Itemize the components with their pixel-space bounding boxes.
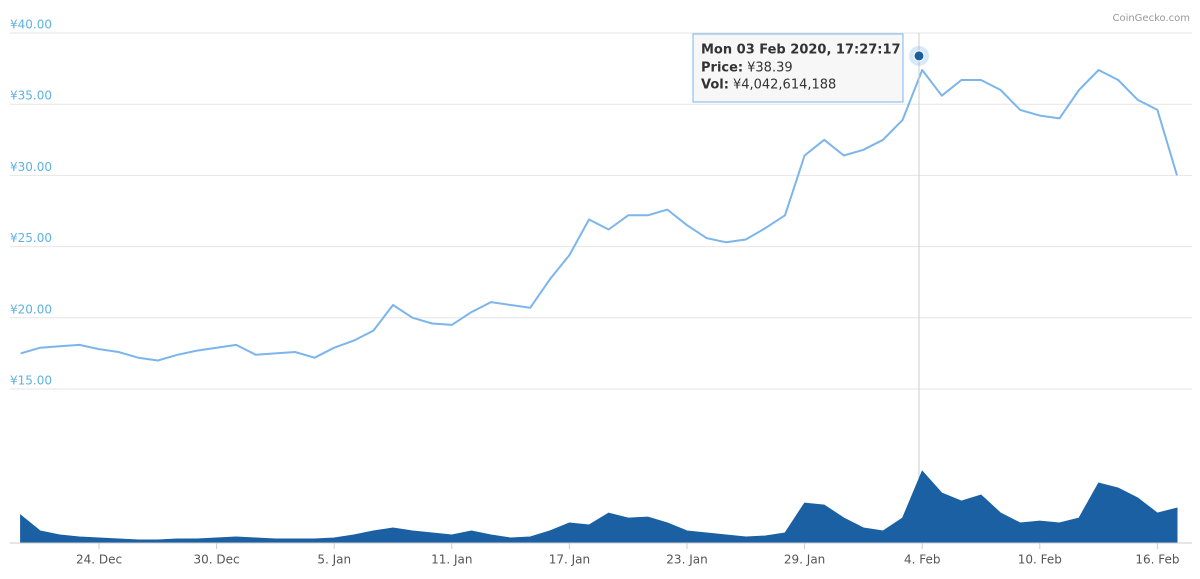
tooltip-key: Price: (701, 61, 743, 76)
tooltip-box (692, 33, 904, 103)
x-tick-label: 29. Jan (784, 553, 825, 567)
y-tick-label: ¥30.00 (10, 160, 52, 174)
x-tick-label: 30. Dec (194, 553, 240, 567)
volume-area (20, 470, 1178, 544)
y-tick-label: ¥25.00 (10, 231, 52, 245)
watermark: CoinGecko.com (1112, 13, 1190, 24)
x-tick-label: 16. Feb (1135, 553, 1179, 567)
y-tick-label: ¥35.00 (10, 89, 52, 103)
hover-point (913, 50, 925, 62)
y-tick-label: ¥20.00 (10, 302, 52, 316)
y-tick-label: ¥40.00 (10, 18, 52, 32)
tooltip-title: Mon 03 Feb 2020, 17:27:17 (701, 43, 901, 58)
price-line (20, 69, 1178, 362)
y-tick-label: ¥15.00 (10, 374, 52, 388)
tooltip-value: ¥38.39 (747, 61, 793, 76)
tooltip-key: Vol: (701, 78, 729, 93)
x-tick-label: 10. Feb (1018, 553, 1062, 567)
tooltip-value: ¥4,042,614,188 (733, 78, 836, 93)
x-tick-label: 24. Dec (76, 553, 122, 567)
x-tick-label: 11. Jan (431, 553, 472, 567)
x-tick-label: 4. Feb (904, 553, 941, 567)
x-tick-label: 17. Jan (549, 553, 590, 567)
x-tick-label: 5. Jan (317, 553, 351, 567)
x-tick-label: 23. Jan (666, 553, 707, 567)
